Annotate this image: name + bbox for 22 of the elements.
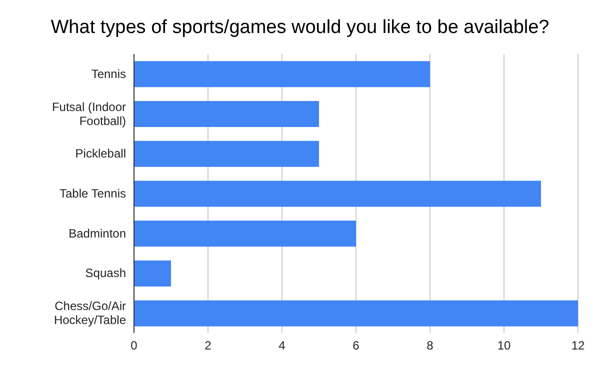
x-tick-label: 2 <box>204 338 212 353</box>
y-tick-label: Pickleball <box>75 146 126 161</box>
x-tick-label: 0 <box>130 338 138 353</box>
x-tick-label: 6 <box>352 338 360 353</box>
x-tick-label: 10 <box>497 338 511 353</box>
bar <box>134 140 319 167</box>
x-tick-label: 8 <box>426 338 434 353</box>
x-tick-label: 12 <box>571 338 585 353</box>
y-tick-label: Squash <box>85 266 126 280</box>
y-tick-label: Chess/Go/Air Hockey/Table <box>54 299 126 328</box>
bar <box>134 300 578 326</box>
y-tick-label: Table Tennis <box>60 186 126 200</box>
bar <box>134 180 541 207</box>
bar <box>134 101 319 128</box>
x-tick-label: 4 <box>278 338 286 353</box>
chart-title: What types of sports/games would you like to be available? <box>50 16 550 40</box>
y-tick-label: Tennis <box>91 66 126 81</box>
y-tick-label: Badminton <box>68 226 126 240</box>
bar <box>134 220 356 247</box>
y-tick-label: Futsal (Indoor Football) <box>52 100 126 128</box>
bar <box>134 61 430 88</box>
bar <box>134 260 171 286</box>
